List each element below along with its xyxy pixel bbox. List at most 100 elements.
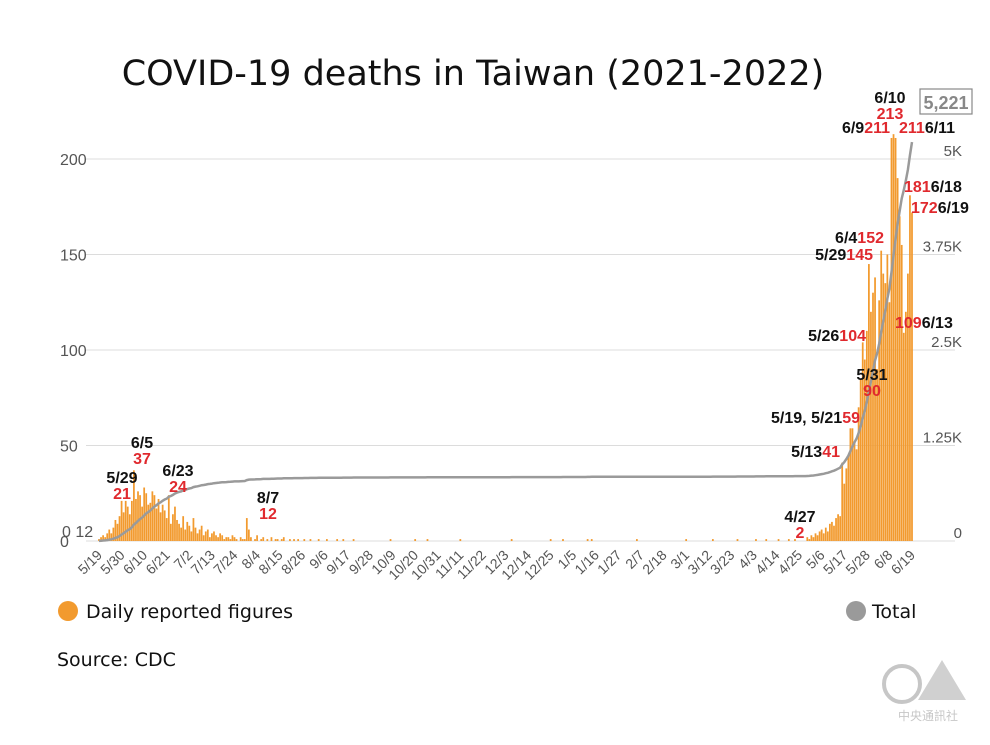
right-tick-label: 0 [954, 525, 962, 542]
daily-bar [245, 518, 248, 541]
daily-bar [221, 535, 224, 541]
daily-bar [833, 525, 835, 541]
daily-bar [153, 495, 156, 541]
daily-bar [114, 519, 117, 541]
daily-bar [176, 519, 178, 541]
daily-bar [108, 529, 111, 541]
daily-bar [229, 539, 232, 541]
annotation-date: 4/27 [784, 509, 815, 526]
daily-bar [835, 518, 837, 541]
annotation-value: 90 [863, 383, 881, 400]
daily-bar [845, 468, 848, 541]
logo-ring-icon [882, 664, 922, 704]
right-axis: 0 1.25K 2.5K 3.75K 5K [923, 143, 962, 542]
daily-bar [198, 529, 201, 541]
daily-bar [202, 535, 205, 541]
daily-bar [106, 533, 109, 541]
daily-bar [810, 535, 813, 541]
left-tick-label: 50 [60, 439, 78, 456]
daily-bar [892, 134, 895, 542]
daily-bar [886, 254, 889, 541]
daily-bar [231, 535, 234, 541]
daily-bar [849, 428, 852, 541]
annotation-value: 41 [822, 444, 840, 461]
annotation-date: 6/5 [131, 435, 153, 452]
daily-bar [894, 137, 897, 542]
daily-bar [120, 500, 123, 541]
annotation-value: 152 [857, 230, 884, 247]
daily-bar [270, 537, 273, 541]
daily-bar [814, 533, 817, 541]
daily-bar [765, 539, 768, 541]
daily-bar [211, 533, 213, 541]
left-tick-label: 100 [60, 343, 87, 360]
daily-bar [847, 455, 850, 541]
daily-bar [880, 250, 883, 541]
daily-bar [130, 500, 133, 541]
legend-total-icon [846, 601, 866, 621]
daily-bar [549, 539, 552, 541]
annotation-value: 12 [75, 524, 93, 541]
daily-bar [112, 527, 115, 541]
daily-bar [102, 535, 104, 541]
daily-bar [822, 533, 825, 541]
annotation-value: 12 [259, 506, 277, 523]
annotation-value: 211 [864, 120, 890, 137]
left-tick-label: 150 [60, 248, 87, 265]
annotation-value: 181 [904, 179, 931, 196]
daily-bar [806, 537, 809, 541]
daily-bar [135, 498, 137, 541]
annotation: 5/1341 [791, 444, 840, 461]
total-badge: 5,221 [919, 88, 973, 115]
daily-bar [303, 539, 306, 541]
daily-bar [217, 537, 219, 541]
daily-bar [851, 428, 854, 541]
annotation-date: 5/29 [106, 470, 137, 487]
daily-bar [274, 539, 277, 541]
daily-bar [843, 483, 846, 541]
daily-bar [133, 470, 135, 541]
annotation: 1726/19 [911, 200, 969, 217]
legend-daily-icon [58, 601, 78, 621]
daily-bar [225, 537, 228, 541]
daily-bar [812, 537, 815, 541]
daily-bar [118, 516, 121, 541]
daily-bar [241, 539, 244, 541]
daily-bar [882, 273, 885, 541]
daily-bar [200, 525, 203, 541]
x-axis: 5/195/306/106/217/27/137/248/48/158/269/… [75, 547, 919, 583]
left-tick-label: 200 [60, 152, 87, 169]
daily-bars [98, 134, 913, 542]
annotation-date: 5/31 [856, 367, 887, 384]
daily-bar [777, 539, 780, 541]
daily-bar [857, 407, 860, 541]
daily-bar [787, 539, 790, 541]
annotation-date: 6/4 [835, 230, 857, 247]
daily-bar [870, 311, 872, 541]
annotation-axis-zero: 0 [62, 524, 75, 541]
daily-bar [172, 514, 174, 541]
total-badge-value: 5,221 [923, 93, 968, 113]
daily-bar [282, 537, 285, 541]
annotation: 5/26104 [808, 328, 866, 345]
daily-bar [426, 539, 429, 541]
daily-bar [824, 527, 827, 541]
daily-bar [326, 539, 328, 541]
daily-bar [884, 283, 887, 541]
daily-bar [276, 539, 279, 541]
daily-bar [911, 212, 913, 542]
left-axis: 0 50 100 150 200 [60, 152, 87, 551]
daily-bar [159, 512, 162, 541]
daily-bar [243, 539, 246, 541]
daily-bar [888, 302, 891, 541]
daily-bar [155, 508, 158, 541]
daily-bar [254, 539, 256, 541]
annotation-value: 24 [169, 479, 187, 496]
daily-bar [839, 516, 842, 541]
annotation: 1096/13 [895, 315, 953, 332]
annotation-date: 5/19, 5/21 [771, 410, 842, 427]
daily-bar [213, 531, 215, 541]
daily-bar [204, 531, 207, 541]
daily-bar [590, 539, 593, 541]
